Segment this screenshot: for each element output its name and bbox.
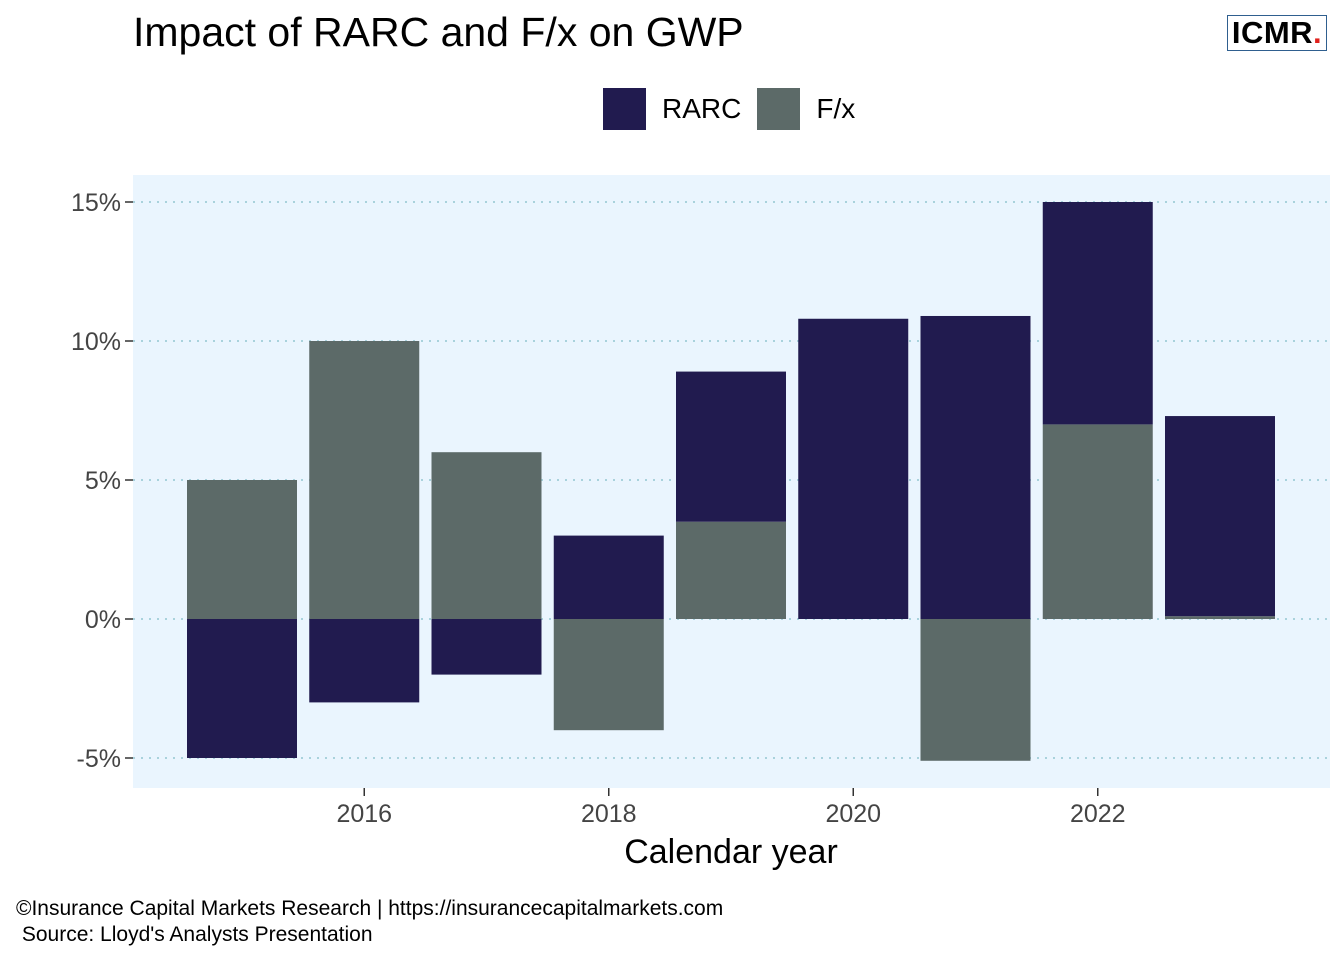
legend-swatch-rarc (603, 88, 646, 130)
chart-title: Impact of RARC and F/x on GWP (133, 9, 744, 55)
y-tick-label: 5% (85, 467, 121, 495)
chart-legend: RARC F/x (603, 88, 871, 130)
y-tick-label: 0% (85, 606, 121, 634)
legend-item-fx: F/x (757, 88, 855, 130)
copyright-text: ©Insurance Capital Markets Research | ht… (16, 897, 724, 920)
bar-rarc-2019 (676, 371, 786, 522)
bar-fx-2017 (431, 452, 542, 619)
bar-rarc-2022 (1042, 202, 1153, 425)
bar-rarc-2018 (553, 535, 664, 619)
bar-fx-2018 (553, 619, 664, 731)
y-tick-label: 10% (71, 328, 121, 356)
legend-label-rarc: RARC (662, 93, 742, 124)
logo-dot: . (1313, 15, 1323, 50)
y-tick-label: -5% (77, 745, 121, 773)
legend-label-fx: F/x (816, 93, 856, 124)
bar-rarc-2023 (1165, 416, 1275, 617)
bar-fx-2019 (676, 521, 786, 619)
bar-rarc-2016 (309, 619, 420, 703)
x-tick-label: 2020 (825, 800, 881, 828)
logo-text: ICMR (1231, 15, 1314, 50)
bar-fx-2021 (920, 619, 1031, 761)
x-tick-label: 2022 (1070, 800, 1126, 828)
legend-swatch-fx (757, 88, 801, 130)
bar-rarc-2017 (431, 619, 542, 675)
source-text: Source: Lloyd's Analysts Presentation (16, 923, 373, 946)
bar-rarc-2021 (920, 315, 1031, 619)
bar-fx-2022 (1042, 424, 1153, 619)
icmr-logo: ICMR. (1227, 15, 1327, 51)
bar-fx-2023 (1165, 616, 1275, 619)
bar-fx-2016 (309, 341, 420, 619)
bar-rarc-2015 (187, 619, 297, 758)
x-tick-label: 2016 (336, 800, 392, 828)
bar-fx-2015 (187, 480, 297, 619)
y-tick-label: 15% (71, 189, 121, 217)
bar-rarc-2020 (798, 318, 909, 619)
legend-item-rarc: RARC (603, 88, 741, 130)
x-axis-title: Calendar year (624, 833, 838, 871)
footer: ©Insurance Capital Markets Research | ht… (16, 896, 723, 948)
x-tick-label: 2018 (581, 800, 637, 828)
